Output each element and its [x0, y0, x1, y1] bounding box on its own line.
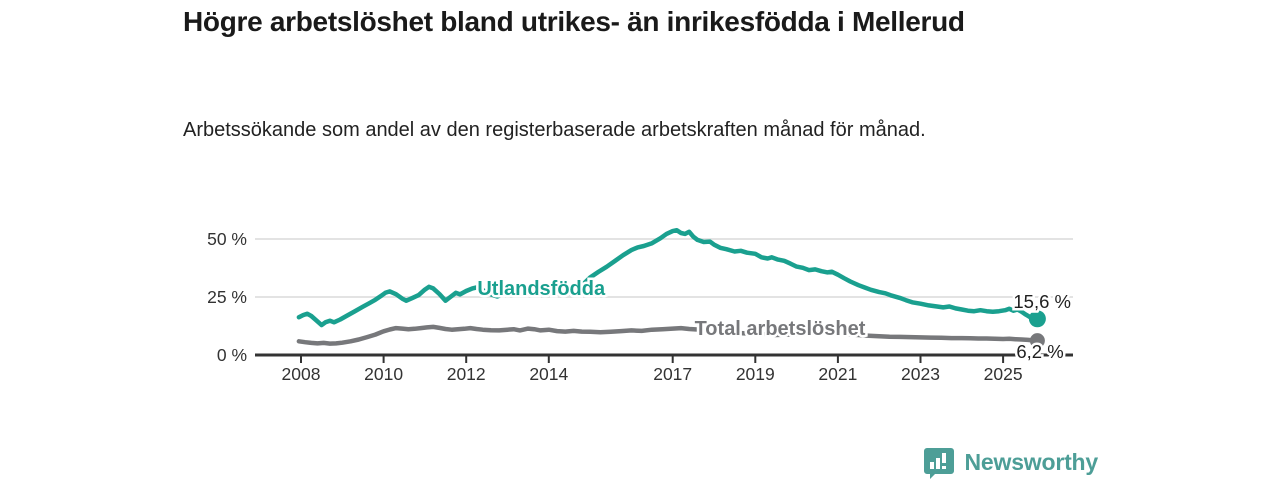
newsworthy-wordmark: Newsworthy: [964, 448, 1099, 475]
newsworthy-logo: Newsworthy: [922, 444, 1098, 480]
y-tick-label: 25 %: [207, 287, 247, 307]
x-tick-label: 2017: [653, 364, 692, 384]
series-label: Utlandsfödda: [477, 278, 606, 300]
end-value-label: 6,2 %: [1016, 341, 1063, 362]
x-tick-label: 2019: [736, 364, 775, 384]
series-end-dot: [1028, 310, 1046, 328]
series-line-total: [296, 324, 1040, 346]
bar-chart-speech-bubble-icon: [923, 448, 954, 479]
y-tick-label: 0 %: [217, 345, 247, 365]
series-label: Total arbetslöshet: [695, 318, 866, 340]
y-tick-label: 50 %: [207, 229, 247, 249]
x-tick-label: 2025: [984, 364, 1023, 384]
x-tick-label: 2008: [282, 364, 321, 384]
x-tick-label: 2021: [818, 364, 857, 384]
series-line-utlandsfodda: [296, 227, 1040, 328]
series-end-dot: [1029, 333, 1045, 349]
x-tick-label: 2014: [529, 364, 568, 384]
x-tick-label: 2023: [901, 364, 940, 384]
x-tick-label: 2012: [447, 364, 486, 384]
chart-subtitle: Arbetssökande som andel av den registerb…: [183, 119, 926, 141]
end-value-label: 15,6 %: [1013, 291, 1071, 312]
x-tick-label: 2010: [364, 364, 403, 384]
chart-title: Högre arbetslöshet bland utrikes- än inr…: [183, 6, 965, 37]
